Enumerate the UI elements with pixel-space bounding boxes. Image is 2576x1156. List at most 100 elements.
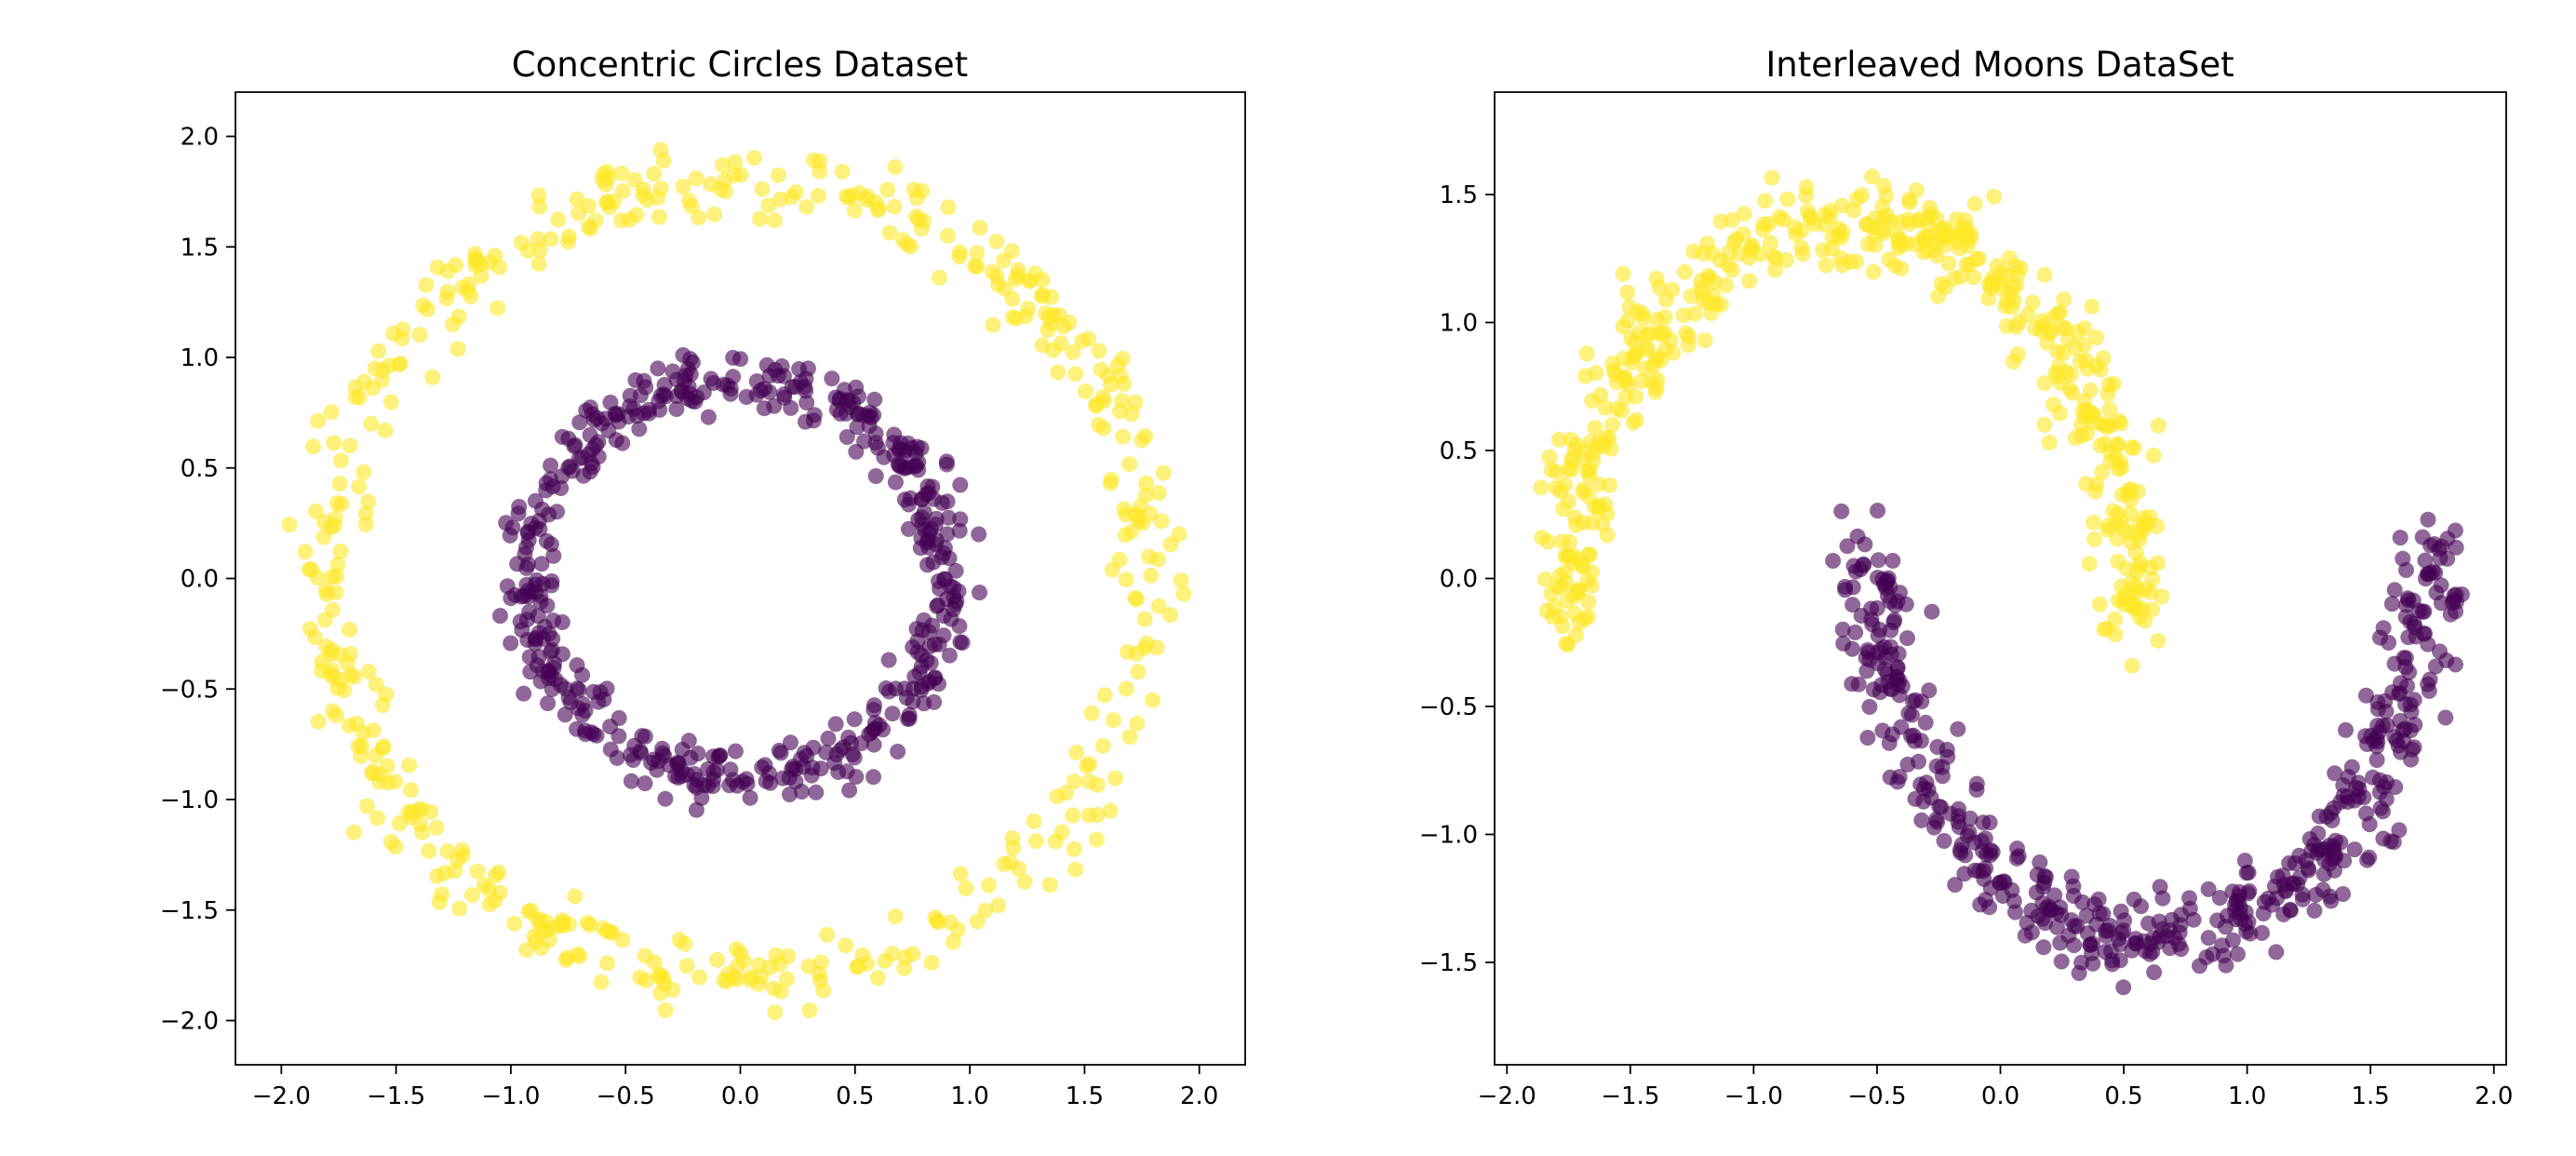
x-tick-label: 2.0 <box>1180 1082 1218 1110</box>
scatter-point <box>1558 636 1575 652</box>
scatter-point <box>1627 334 1643 351</box>
scatter-point <box>557 706 573 723</box>
scatter-point <box>518 576 535 593</box>
scatter-point <box>530 255 547 272</box>
scatter-point <box>1148 639 1165 656</box>
scatter-point <box>2332 834 2349 851</box>
scatter-point <box>1034 272 1051 289</box>
y-tick-label: −0.5 <box>160 676 219 704</box>
scatter-point <box>429 867 446 884</box>
scatter-point <box>1766 262 1783 278</box>
scatter-point <box>896 442 913 459</box>
scatter-point <box>932 269 947 286</box>
scatter-point <box>1088 831 1105 848</box>
scatter-point <box>418 276 435 293</box>
scatter-point <box>938 453 955 470</box>
scatter-point <box>2268 944 2285 961</box>
scatter-point <box>2154 890 2171 907</box>
scatter-point <box>574 666 591 683</box>
scatter-point <box>487 893 503 909</box>
scatter-point <box>839 763 855 780</box>
scatter-point <box>2012 260 2029 276</box>
scatter-point <box>722 761 739 778</box>
scatter-point <box>729 777 745 794</box>
scatter-point <box>2048 919 2065 935</box>
scatter-point <box>301 561 317 577</box>
scatter-point <box>1858 663 1875 679</box>
scatter-point <box>1721 244 1737 261</box>
scatter-point <box>811 187 826 204</box>
x-tick-label: −1.0 <box>481 1082 540 1110</box>
scatter-point <box>1883 622 1899 638</box>
scatter-point <box>302 621 318 638</box>
scatter-point <box>1103 472 1120 488</box>
scatter-point <box>748 373 765 390</box>
scatter-point <box>527 519 543 536</box>
scatter-point <box>2369 701 2386 718</box>
scatter-point <box>1638 327 1655 343</box>
scatter-point <box>449 852 465 868</box>
scatter-point <box>419 302 436 317</box>
scatter-point <box>952 866 969 882</box>
scatter-point <box>503 635 519 652</box>
scatter-point <box>2375 803 2391 820</box>
scatter-point <box>1175 585 1192 602</box>
scatter-point <box>887 159 904 175</box>
scatter-point <box>1908 181 1925 198</box>
scatter-point <box>395 321 411 338</box>
scatter-point <box>952 477 969 493</box>
scatter-point <box>866 697 882 714</box>
scatter-point <box>838 937 854 954</box>
scatter-point <box>637 728 653 745</box>
scatter-point <box>305 438 322 455</box>
scatter-point <box>482 254 499 271</box>
scatter-point <box>851 184 867 201</box>
scatter-point <box>2082 382 2099 398</box>
scatter-point <box>905 693 921 710</box>
scatter-point <box>1615 318 1631 335</box>
scatter-point <box>2407 717 2423 733</box>
scatter-point <box>550 211 567 228</box>
scatter-point <box>1918 774 1935 791</box>
y-tick-label: −0.5 <box>1419 693 1478 721</box>
scatter-point <box>971 526 987 543</box>
scatter-point <box>1034 288 1051 304</box>
scatter-point <box>1958 256 1975 273</box>
scatter-point <box>1065 343 1081 360</box>
scatter-point <box>1129 715 1146 732</box>
scatter-point <box>1571 614 1588 631</box>
scatter-point <box>2035 939 2052 956</box>
scatter-point <box>1884 726 1900 743</box>
scatter-point <box>674 742 691 758</box>
scatter-point <box>1555 501 1572 518</box>
scatter-point <box>808 784 825 800</box>
scatter-point <box>2127 931 2144 948</box>
scatter-point <box>940 199 957 216</box>
scatter-point <box>2128 599 2145 616</box>
scatter-point <box>1817 217 1833 234</box>
scatter-point <box>1839 538 1856 555</box>
scatter-point <box>798 413 813 430</box>
scatter-point <box>1552 483 1569 500</box>
scatter-point <box>942 914 959 931</box>
scatter-point <box>1599 505 1616 522</box>
scatter-point <box>1588 365 1604 382</box>
scatter-point <box>560 228 577 245</box>
scatter-point <box>972 585 987 601</box>
circles-plot-area <box>235 92 1245 1065</box>
scatter-point <box>1597 399 1614 416</box>
scatter-point <box>1798 179 1815 195</box>
scatter-point <box>1701 295 1718 312</box>
scatter-point <box>1128 645 1145 662</box>
scatter-point <box>2046 887 2063 904</box>
scatter-point <box>1095 393 1112 410</box>
scatter-point <box>1741 273 1758 289</box>
scatter-point <box>2256 894 2273 910</box>
scatter-point <box>332 544 349 559</box>
scatter-point <box>1875 178 1892 194</box>
scatter-point <box>2294 891 2311 907</box>
scatter-point <box>358 798 375 814</box>
scatter-point <box>2107 626 2124 643</box>
scatter-point <box>2073 954 2090 971</box>
scatter-point <box>1920 209 1937 226</box>
